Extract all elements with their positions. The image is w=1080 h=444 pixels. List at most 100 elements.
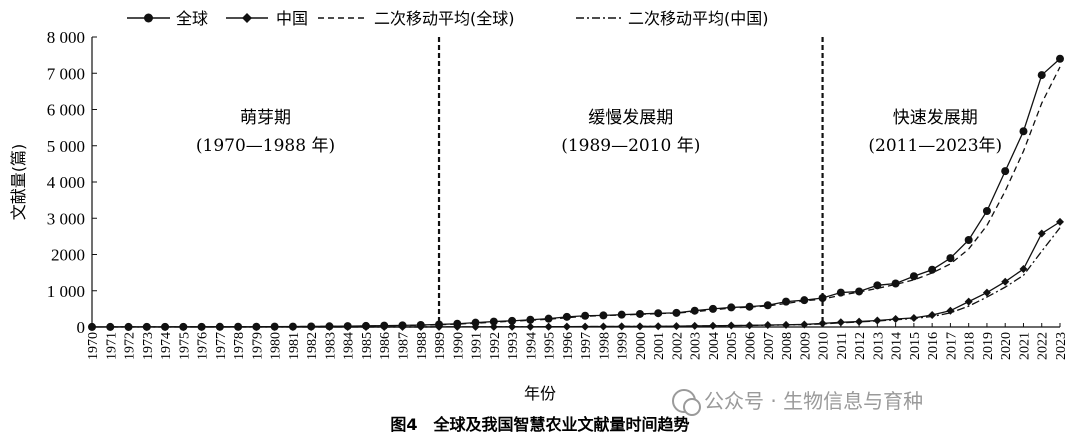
x-tick-label: 1999 [616,332,631,360]
x-tick-label: 1985 [360,332,375,360]
x-tick-label: 2005 [725,332,740,360]
x-tick-label: 1993 [506,332,521,360]
global-point [800,296,809,305]
x-tick-label: 2008 [780,332,795,360]
china-point [891,315,900,324]
x-tick-label: 1988 [415,332,430,360]
x-tick-label: 2010 [817,332,832,360]
x-tick-label: 1983 [323,332,338,360]
china-point [581,322,590,331]
global-point [690,306,699,315]
global-point [654,309,663,318]
china-point [161,323,170,331]
axes [91,37,1060,328]
china-point [325,323,334,331]
series-line [110,66,1061,328]
phase-range: (1989—2010 年) [561,136,700,156]
x-tick-label: 2023 [1054,332,1069,360]
global-point [909,272,918,281]
global-point [1056,54,1064,63]
china-point [617,322,626,331]
china-point [763,321,772,330]
china-point [982,288,991,297]
x-tick-label: 2000 [634,332,649,360]
global-point [763,301,772,310]
x-tick-label: 1976 [196,332,211,360]
china-point [234,323,243,331]
china-point [526,322,535,331]
x-tick-label: 1997 [579,332,594,360]
global-point [599,311,608,320]
china-point [307,323,316,331]
x-tick-label: 2002 [670,332,685,360]
x-tick-label: 2006 [744,332,759,360]
y-tick-label: 7 000 [47,64,85,83]
legend-label: 二次移动平均(中国) [628,9,769,28]
x-axis-label: 年份 [524,384,556,403]
global-point [727,303,736,312]
legend-label: 全球 [176,9,208,28]
x-tick-label: 2020 [999,332,1014,360]
x-tick-label: 1994 [524,332,539,360]
x-tick-label: 2001 [652,332,667,360]
china-point [873,316,882,325]
china-point [727,321,736,330]
china-point [672,322,681,331]
china-point [435,322,444,331]
x-tick-label: 2021 [1017,332,1032,360]
china-point [124,323,133,331]
phase-dividers [437,37,824,327]
x-tick-label: 2007 [762,332,777,360]
x-tick-label: 2012 [853,332,868,360]
x-tick-label: 2019 [981,332,996,360]
x-tick-label: 1987 [396,332,411,360]
global-point [855,287,864,296]
global-point [581,311,590,320]
china-point [508,322,517,331]
china-point [361,322,370,331]
global-point [891,279,900,288]
china-point [252,323,261,331]
x-tick-label: 2009 [798,332,813,360]
global-point [635,309,644,318]
phase-range: (1970—1988 年) [196,136,335,156]
data-series [88,54,1064,331]
y-tick-label: 6 000 [47,101,85,120]
x-tick-label: 2014 [890,332,905,360]
china-point [836,318,845,327]
x-tick-label: 1998 [597,332,612,360]
china-point [654,322,663,331]
x-tick-label: 1973 [141,332,156,360]
x-tick-label: 1992 [488,332,503,360]
china-point [599,322,608,331]
legend-circle-marker [144,13,153,23]
china-point [489,322,498,331]
china-point [398,322,407,331]
x-tick-label: 1975 [177,332,192,360]
x-tick-label: 1970 [86,332,101,360]
china-point [471,322,480,331]
global-point [745,302,754,311]
series-line [91,58,1061,328]
y-tick-label: 1 000 [47,282,85,301]
china-point [416,322,425,331]
watermark-text: 公众号 · 生物信息与育种 [704,389,923,413]
phase-name: 快速发展期 [893,108,978,128]
x-axis-ticks: 1970 1971 1972 1973 1974 1975 1976 1977 1978 1979… [86,323,1069,360]
legend-label: 二次移动平均(全球) [374,9,515,28]
x-tick-label: 1986 [378,332,393,360]
global-point [471,318,480,327]
china-point [179,323,188,331]
global-point [1037,71,1046,80]
global-point [672,308,681,317]
y-axis-label: 文献量(篇) [9,144,28,221]
global-point [982,207,991,215]
x-tick-label: 2013 [871,332,886,360]
global-point [1001,167,1010,176]
china-point [1001,277,1010,286]
x-tick-label: 2022 [1036,332,1051,360]
x-tick-label: 1991 [470,332,485,360]
china-point [909,313,918,322]
china-point [142,323,151,331]
china-point [544,322,553,331]
